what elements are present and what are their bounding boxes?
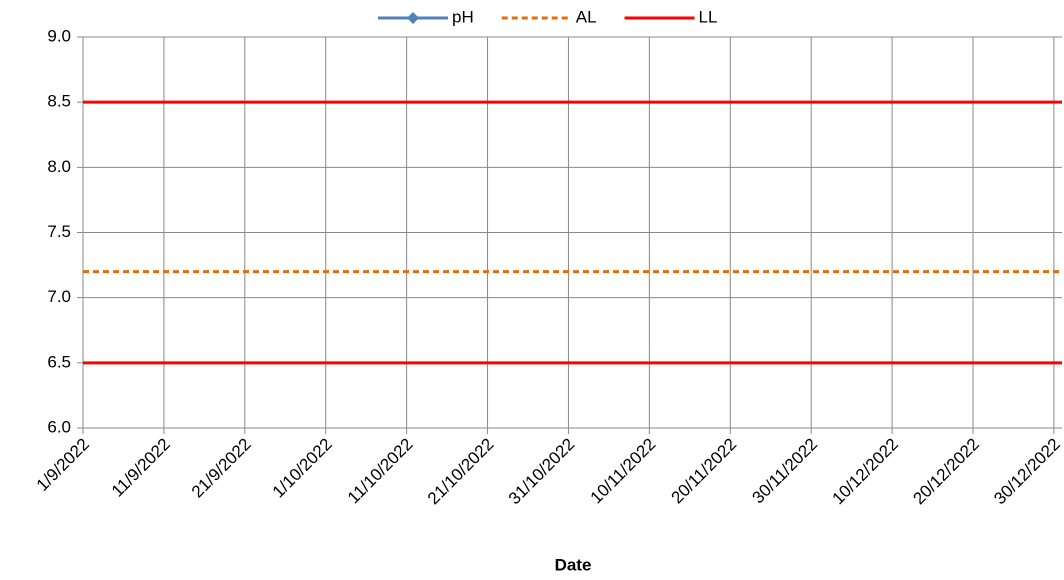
legend-label: AL xyxy=(576,7,597,26)
x-tick-label: 10/12/2022 xyxy=(828,435,902,509)
x-tick-label: 20/11/2022 xyxy=(668,435,741,508)
x-tick-label: 20/12/2022 xyxy=(909,435,983,509)
x-tick-label: 1/9/2022 xyxy=(33,435,93,495)
x-tick-label: 10/11/2022 xyxy=(587,435,660,508)
y-tick-label: 6.0 xyxy=(47,417,71,436)
plot-area xyxy=(83,100,1062,365)
y-tick-label: 8.0 xyxy=(47,157,71,176)
y-tick-label: 7.0 xyxy=(47,287,71,306)
y-tick-label: 8.5 xyxy=(47,92,71,111)
legend-marker xyxy=(407,12,419,24)
x-tick-label: 30/12/2022 xyxy=(990,435,1064,509)
x-tick-label: 30/11/2022 xyxy=(748,435,821,508)
x-tick-label: 1/10/2022 xyxy=(269,435,336,502)
x-tick-label: 21/10/2022 xyxy=(424,435,498,509)
y-tick-label: 6.5 xyxy=(47,352,71,371)
x-tick-label: 21/9/2022 xyxy=(188,435,255,502)
y-tick-label: 9.0 xyxy=(47,26,71,45)
legend-label: pH xyxy=(452,7,474,26)
legend-label: LL xyxy=(699,7,718,26)
x-tick-label: 11/9/2022 xyxy=(108,435,174,501)
y-tick-label: 7.5 xyxy=(47,222,71,241)
x-axis-label: Date xyxy=(555,555,592,574)
x-tick-label: 31/10/2022 xyxy=(505,435,579,509)
x-tick-label: 11/10/2022 xyxy=(344,435,417,508)
